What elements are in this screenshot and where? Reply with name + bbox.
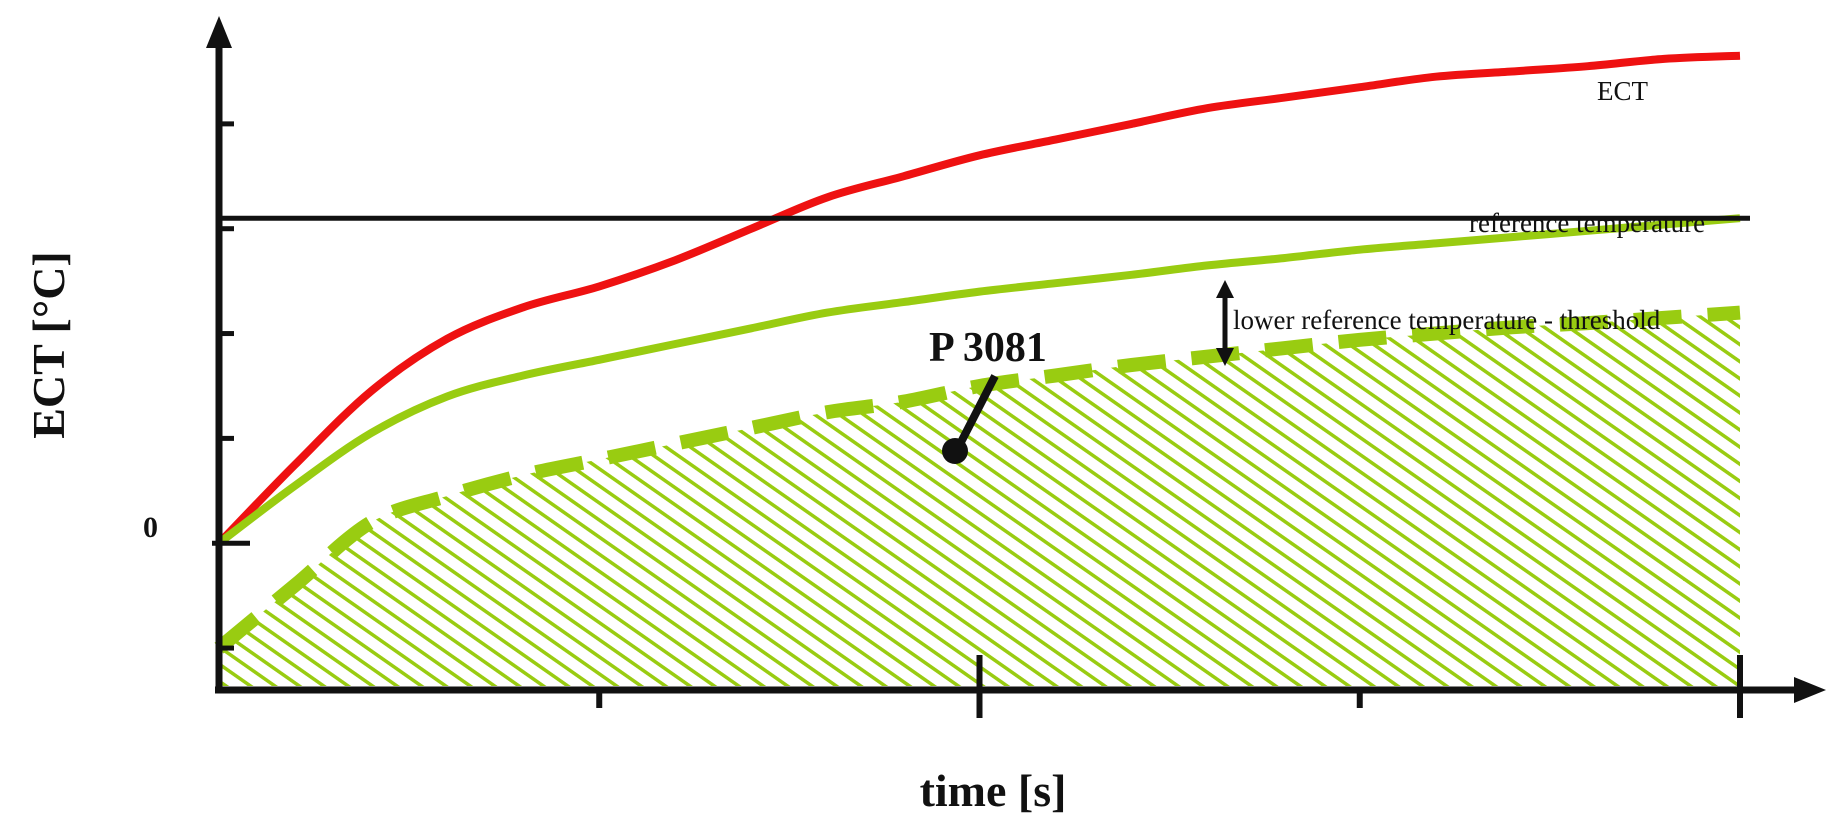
- y-tick-label-zero: 0: [143, 511, 158, 544]
- series-line-ect: [216, 51, 1741, 546]
- threshold-difference-arrow: [1216, 280, 1234, 366]
- y-axis-arrow: [206, 16, 232, 48]
- series-label-ect: ECT: [1597, 76, 1649, 106]
- series-line-threshold: [214, 305, 1741, 654]
- annotation-p3081: P 3081: [929, 325, 1047, 371]
- x-axis-arrow: [1794, 677, 1826, 703]
- series-label-threshold: lower reference temperature - threshold: [1233, 305, 1661, 335]
- axes: [206, 16, 1826, 703]
- series-layer: [214, 51, 1750, 654]
- hatch-area: [219, 312, 1740, 686]
- p3081-pointer: [942, 374, 999, 464]
- x-axis-label: time [s]: [920, 765, 1067, 816]
- hatched-area-below-threshold: [219, 312, 1740, 686]
- series-line-reference: [216, 214, 1741, 547]
- y-axis-label: ECT [°C]: [23, 251, 74, 439]
- tick-layer: [212, 121, 1743, 718]
- series-label-reference: reference temperature: [1469, 208, 1705, 238]
